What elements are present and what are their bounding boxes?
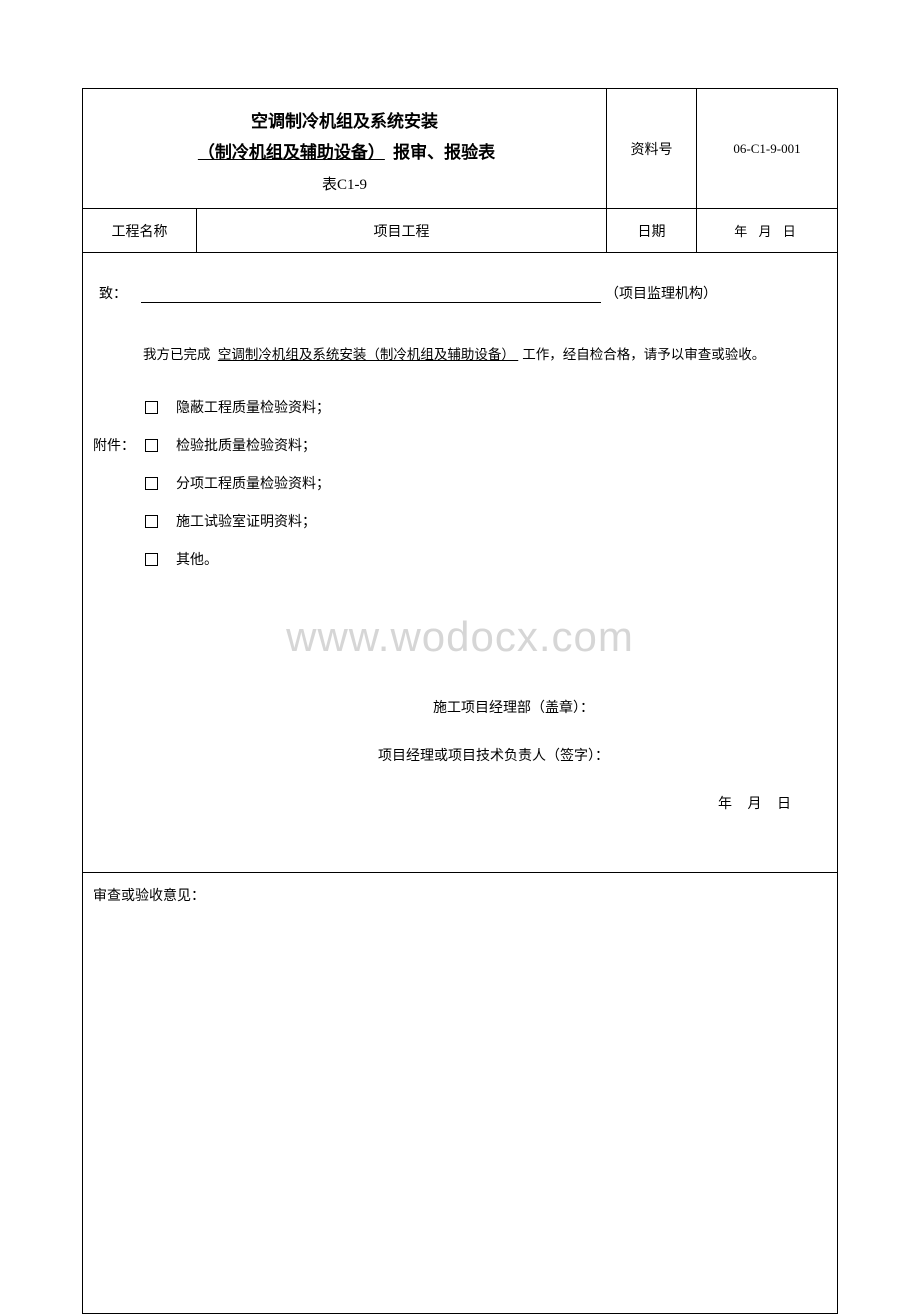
attachments-block: 附件： 隐蔽工程质量检验资料； 检验批质量检验资料； 分项工程质量检验资料； 施… (93, 397, 817, 587)
statement-suffix: 工作，经自检合格，请予以审查或验收。 (522, 347, 765, 362)
project-info-row: 工程名称 项目工程 日期 年 月 日 (83, 209, 837, 253)
attachments-list: 隐蔽工程质量检验资料； 检验批质量检验资料； 分项工程质量检验资料； 施工试验室… (145, 397, 817, 587)
checkbox-icon (145, 515, 158, 528)
signature-line-1: 施工项目经理部（盖章）： (93, 697, 817, 717)
doc-no-value: 06-C1-9-001 (697, 89, 837, 208)
date-value: 年 月 日 (697, 209, 837, 252)
attachment-text: 隐蔽工程质量检验资料； (176, 397, 330, 417)
title-line1: 空调制冷机组及系统安装 (93, 107, 596, 132)
checkbox-icon (145, 477, 158, 490)
recipient-line: 致： （项目监理机构） (93, 283, 817, 303)
attachment-text: 其他。 (176, 549, 218, 569)
signature-block: 施工项目经理部（盖章）： 项目经理或项目技术负责人（签字）： 年 月 日 (93, 697, 817, 813)
to-suffix: （项目监理机构） (605, 283, 717, 303)
attachment-item: 其他。 (145, 549, 817, 569)
attachment-text: 施工试验室证明资料； (176, 511, 316, 531)
form-number: 表C1-9 (93, 173, 596, 194)
to-label: 致： (99, 283, 127, 303)
doc-no-label: 资料号 (607, 89, 697, 208)
attachment-item: 隐蔽工程质量检验资料； (145, 397, 817, 417)
review-label: 审查或验收意见： (93, 889, 205, 904)
checkbox-icon (145, 439, 158, 452)
attachment-text: 分项工程质量检验资料； (176, 473, 330, 493)
attachment-item: 检验批质量检验资料； (145, 435, 817, 455)
statement-underline: 空调制冷机组及系统安装（制冷机组及辅助设备） (214, 347, 522, 362)
header-row: 空调制冷机组及系统安装 （制冷机组及辅助设备） 报审、报验表 表C1-9 资料号… (83, 89, 837, 209)
project-name-value: 项目工程 (197, 209, 607, 252)
body-section: 致： （项目监理机构） 我方已完成 空调制冷机组及系统安装（制冷机组及辅助设备）… (83, 253, 837, 873)
signature-date: 年 月 日 (93, 793, 817, 813)
title-suffix: 报审、报验表 (389, 143, 495, 162)
completion-statement: 我方已完成 空调制冷机组及系统安装（制冷机组及辅助设备） 工作，经自检合格，请予… (93, 343, 817, 367)
signature-line-2: 项目经理或项目技术负责人（签字）： (93, 745, 817, 765)
watermark-text: www.wodocx.com (286, 613, 634, 661)
form-title-cell: 空调制冷机组及系统安装 （制冷机组及辅助设备） 报审、报验表 表C1-9 (83, 89, 607, 208)
statement-prefix: 我方已完成 (143, 347, 214, 362)
date-label: 日期 (607, 209, 697, 252)
attachment-item: 分项工程质量检验资料； (145, 473, 817, 493)
attachments-label: 附件： (93, 397, 145, 455)
review-section: 审查或验收意见： (83, 873, 837, 1313)
attachment-item: 施工试验室证明资料； (145, 511, 817, 531)
form-page: 空调制冷机组及系统安装 （制冷机组及辅助设备） 报审、报验表 表C1-9 资料号… (82, 88, 838, 1314)
project-name-label: 工程名称 (83, 209, 197, 252)
checkbox-icon (145, 553, 158, 566)
attachment-text: 检验批质量检验资料； (176, 435, 316, 455)
checkbox-icon (145, 401, 158, 414)
to-underline (141, 285, 601, 303)
title-line2: （制冷机组及辅助设备） 报审、报验表 (93, 138, 596, 163)
title-underline: （制冷机组及辅助设备） (194, 143, 389, 162)
